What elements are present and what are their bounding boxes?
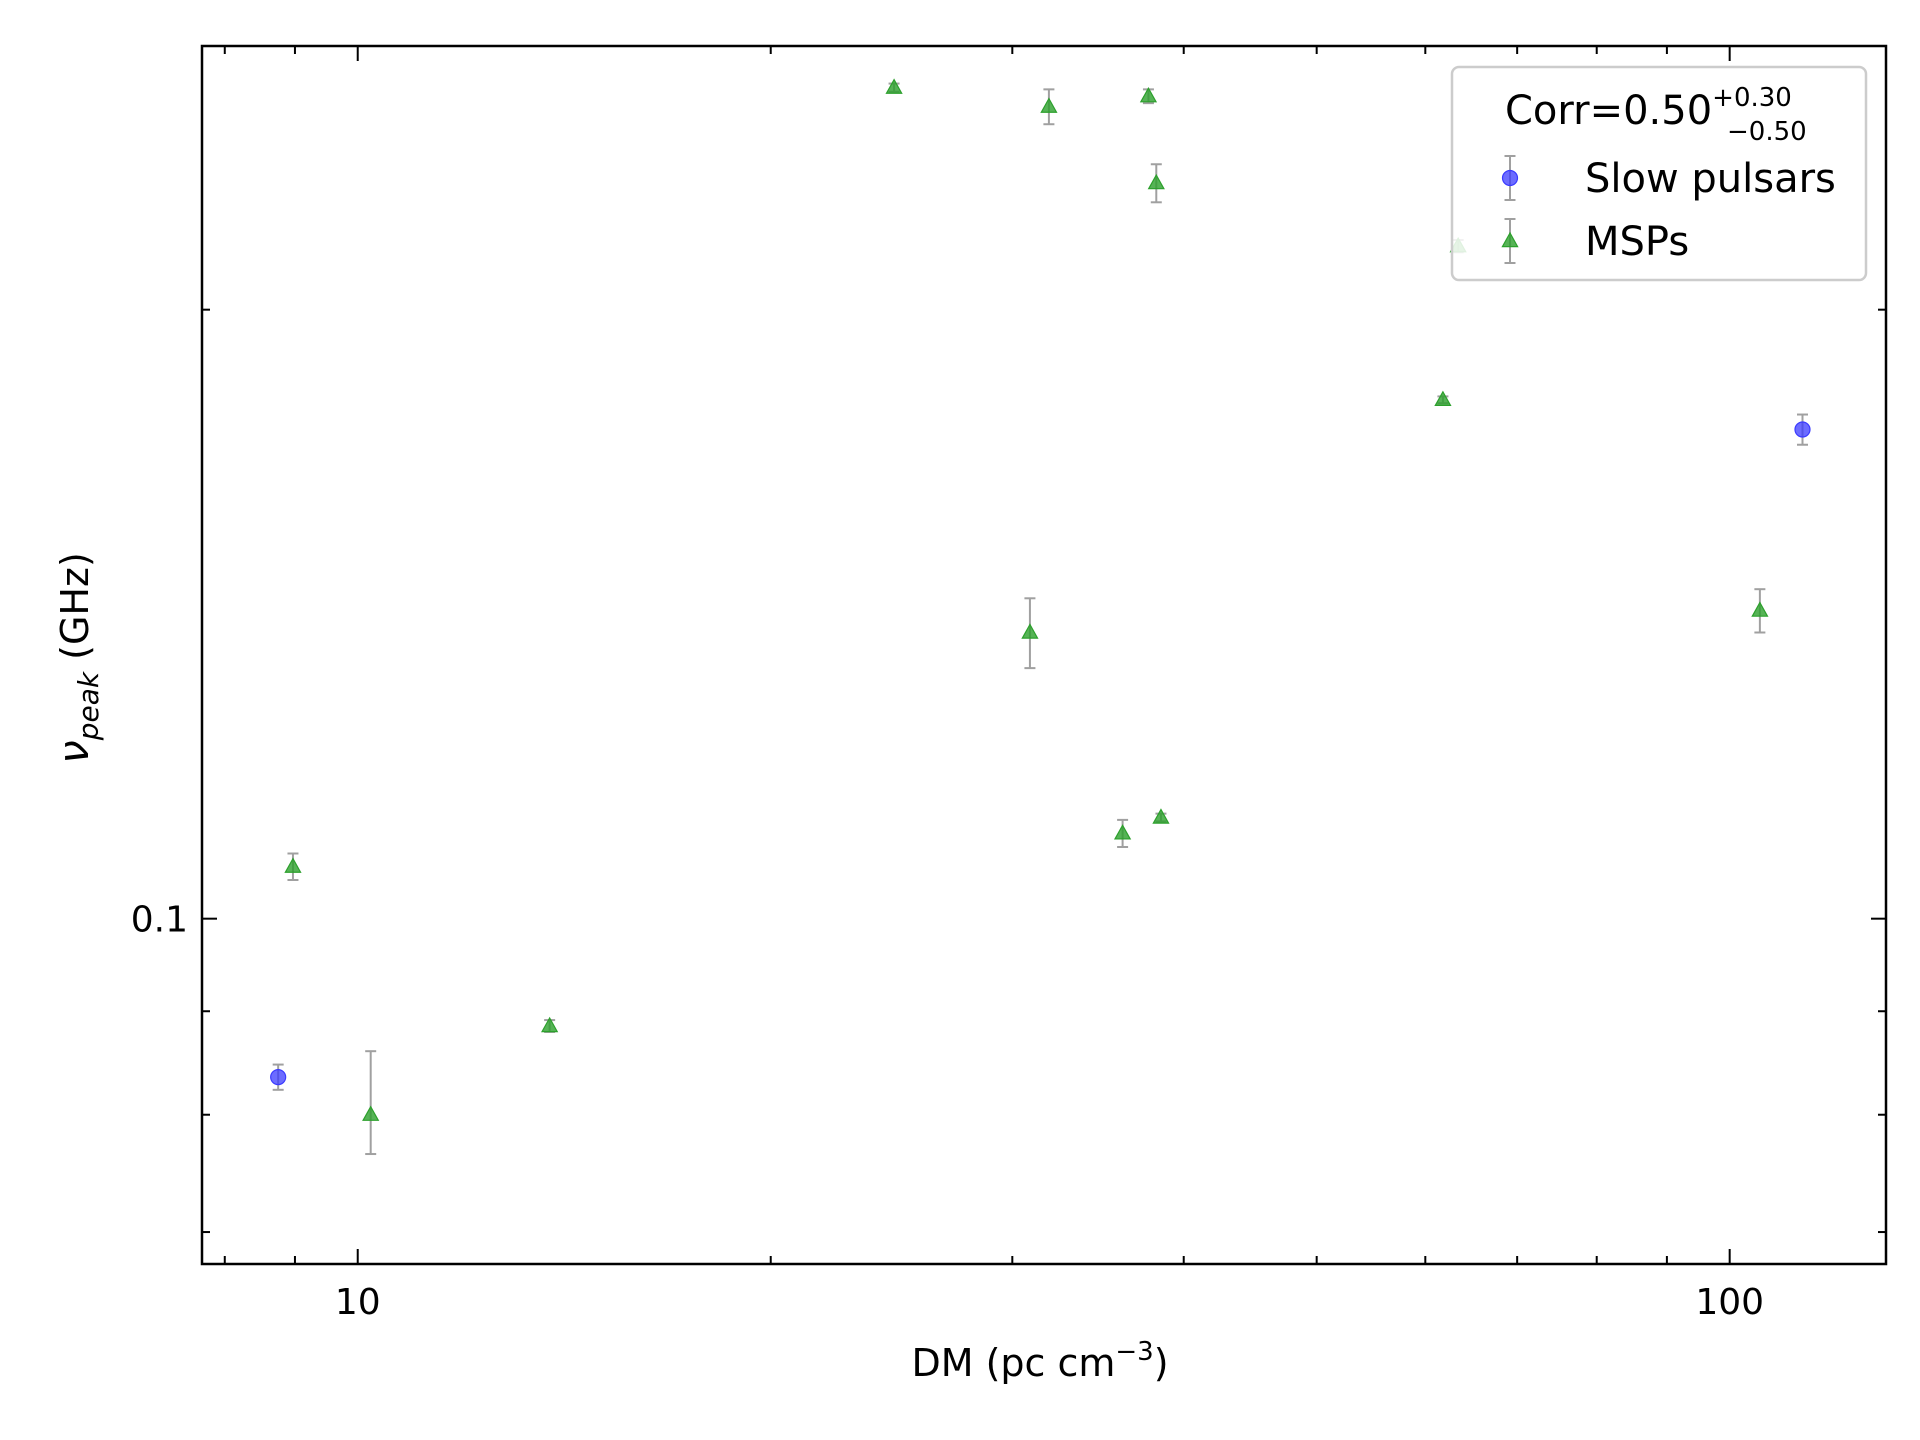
- error-bar: [365, 1050, 377, 1156]
- x-tick-label: 100: [1695, 1282, 1764, 1323]
- tick-labels: 10 100 0.1: [131, 900, 1764, 1323]
- msp-point: [1021, 623, 1039, 639]
- major-ticks: [202, 46, 1886, 1264]
- minor-ticks: [202, 46, 1886, 1264]
- legend-marker: [1501, 169, 1519, 187]
- legend-label: MSPs: [1585, 219, 1689, 265]
- legend-title-sup: +0.30: [1712, 83, 1792, 113]
- legend-entries: Slow pulsars MSPs: [1501, 155, 1836, 265]
- x-axis-label: DM (pc cm−3): [911, 1337, 1168, 1385]
- msp-point: [1113, 824, 1132, 840]
- msp-point: [284, 857, 302, 873]
- y-axis-label-rest: (GHz): [53, 552, 97, 672]
- legend-title-main: Corr=0.50: [1505, 88, 1712, 134]
- slow-pulsar-point: [1794, 421, 1811, 438]
- msp-point: [362, 1105, 380, 1121]
- y-tick-label: 0.1: [131, 900, 188, 941]
- y-axis-label-nu: ν: [49, 740, 98, 763]
- slow-pulsar-point: [270, 1069, 287, 1086]
- msp-point: [1147, 173, 1165, 190]
- x-axis-label-main: DM (pc cm: [911, 1341, 1115, 1385]
- legend: Corr=0.50+0.30 −0.50 Slow pulsars MSPs: [1450, 65, 1868, 282]
- y-axis-label: νpeak (GHz): [49, 552, 105, 764]
- legend-title: Corr=0.50+0.30 −0.50: [1505, 83, 1807, 147]
- x-tick-label: 10: [335, 1282, 381, 1323]
- msp-point: [885, 78, 903, 94]
- msp-point: [1040, 97, 1058, 113]
- y-axis-label-sub: peak: [72, 670, 105, 741]
- x-axis-label-sup: −3: [1115, 1337, 1153, 1367]
- x-axis-label-end: ): [1154, 1341, 1169, 1385]
- legend-box: [1450, 65, 1868, 282]
- msp-point: [1751, 601, 1769, 617]
- legend-entry: Slow pulsars: [1501, 155, 1836, 202]
- msp-point: [1434, 390, 1452, 407]
- msp-point: [1152, 808, 1170, 824]
- msp-point: [541, 1016, 559, 1033]
- msp-point: [1139, 86, 1158, 103]
- legend-entry: MSPs: [1501, 218, 1689, 265]
- plot-frame: [200, 44, 1888, 1266]
- legend-title-sub: −0.50: [1727, 117, 1807, 147]
- legend-label: Slow pulsars: [1585, 156, 1836, 202]
- legend-marker: [1501, 231, 1519, 248]
